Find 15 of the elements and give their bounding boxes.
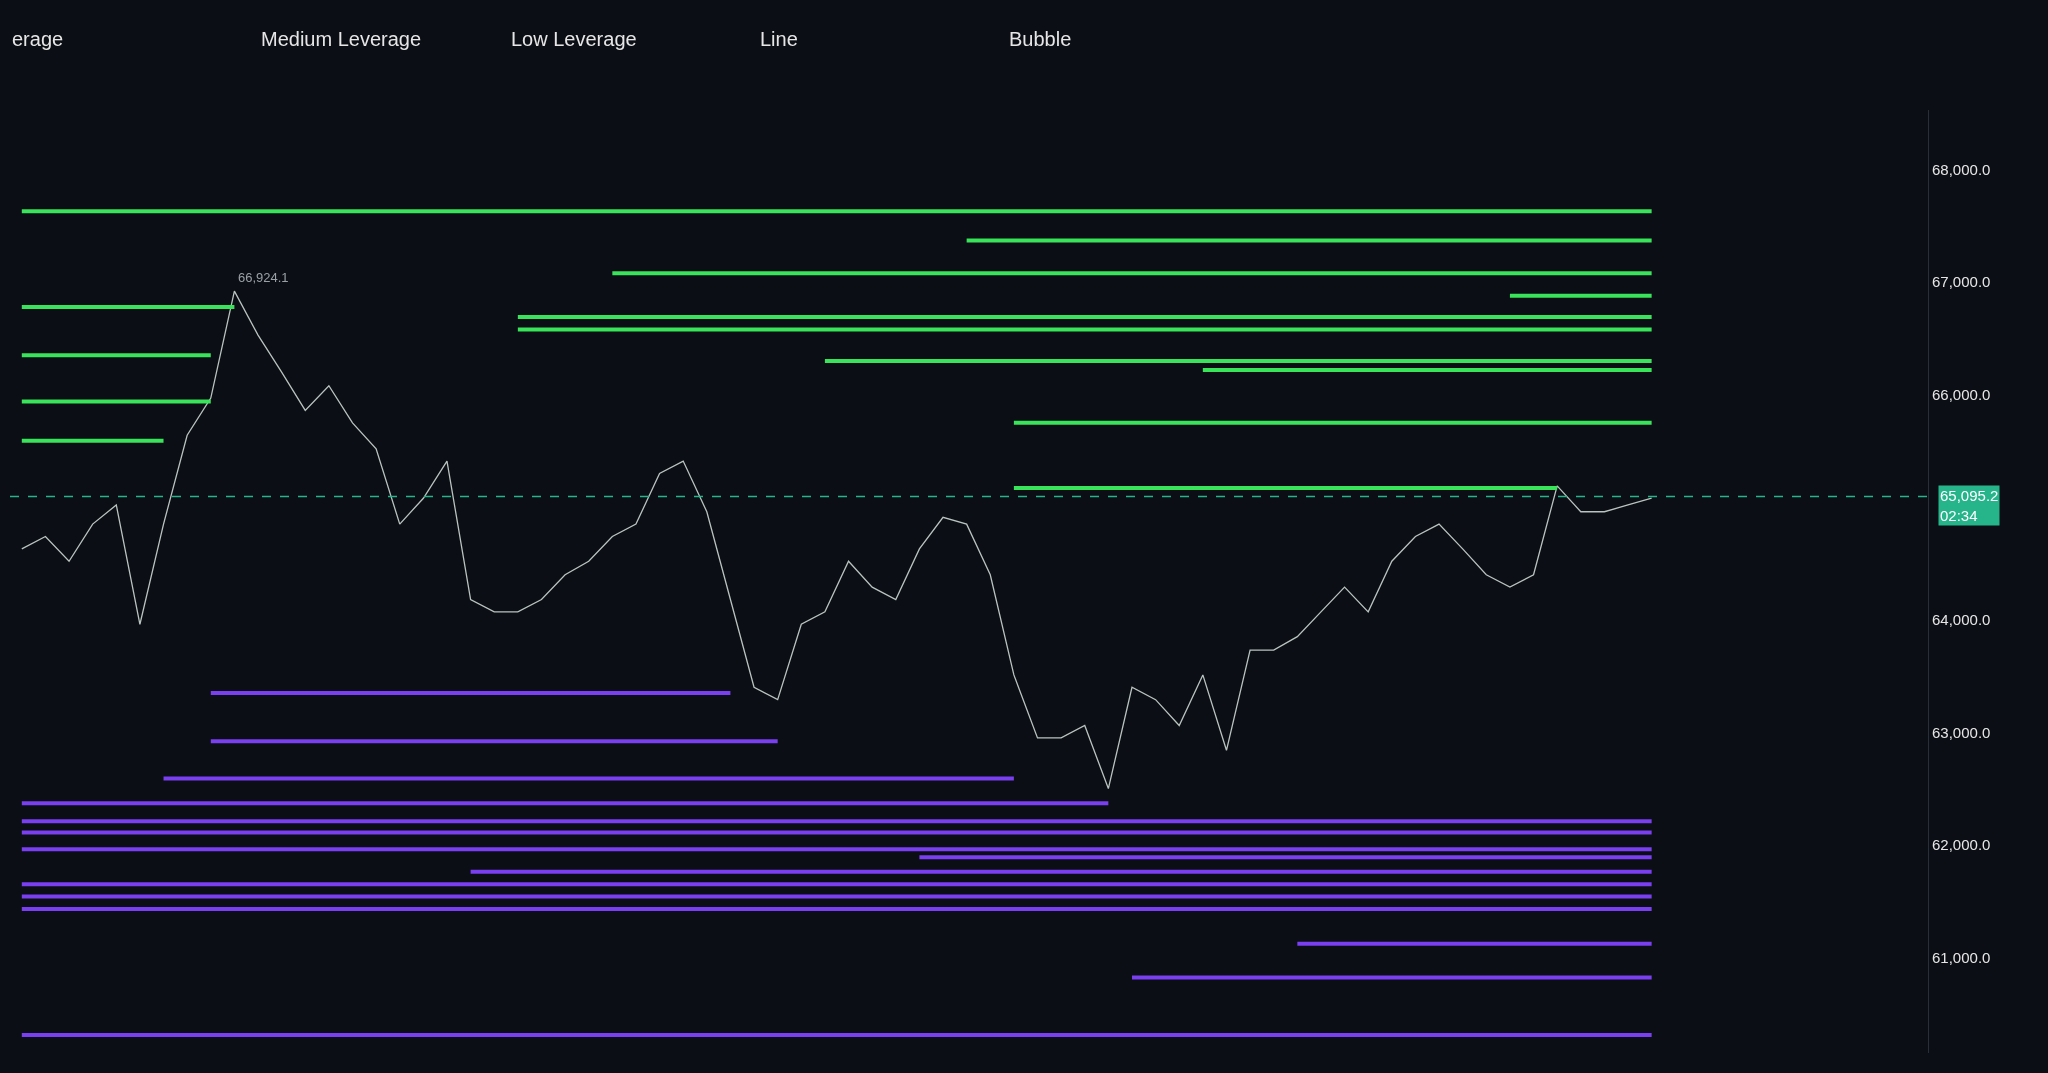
ref-line-label: 65,095.2 02:34 (1940, 487, 1999, 524)
y-tick-label: 62,000.0 (1932, 836, 1991, 854)
y-tick-label: 64,000.0 (1932, 611, 1991, 629)
line-series (21, 290, 1653, 790)
text: Medium Leverage (261, 28, 422, 50)
y-tick-label: 61,000.0 (1932, 948, 1991, 966)
y-tick-label: 67,000.0 (1932, 273, 1991, 291)
text: Bubble (1009, 28, 1072, 50)
text: erage (12, 28, 64, 50)
y-tick-label: 66,000.0 (1932, 385, 1991, 403)
text: Low Leverage (511, 28, 637, 50)
y-tick-label: 63,000.0 (1932, 723, 1991, 741)
annotation: 66,924.1 (238, 270, 289, 285)
y-tick-label: 68,000.0 (1932, 160, 1991, 178)
text: Line (760, 28, 798, 50)
